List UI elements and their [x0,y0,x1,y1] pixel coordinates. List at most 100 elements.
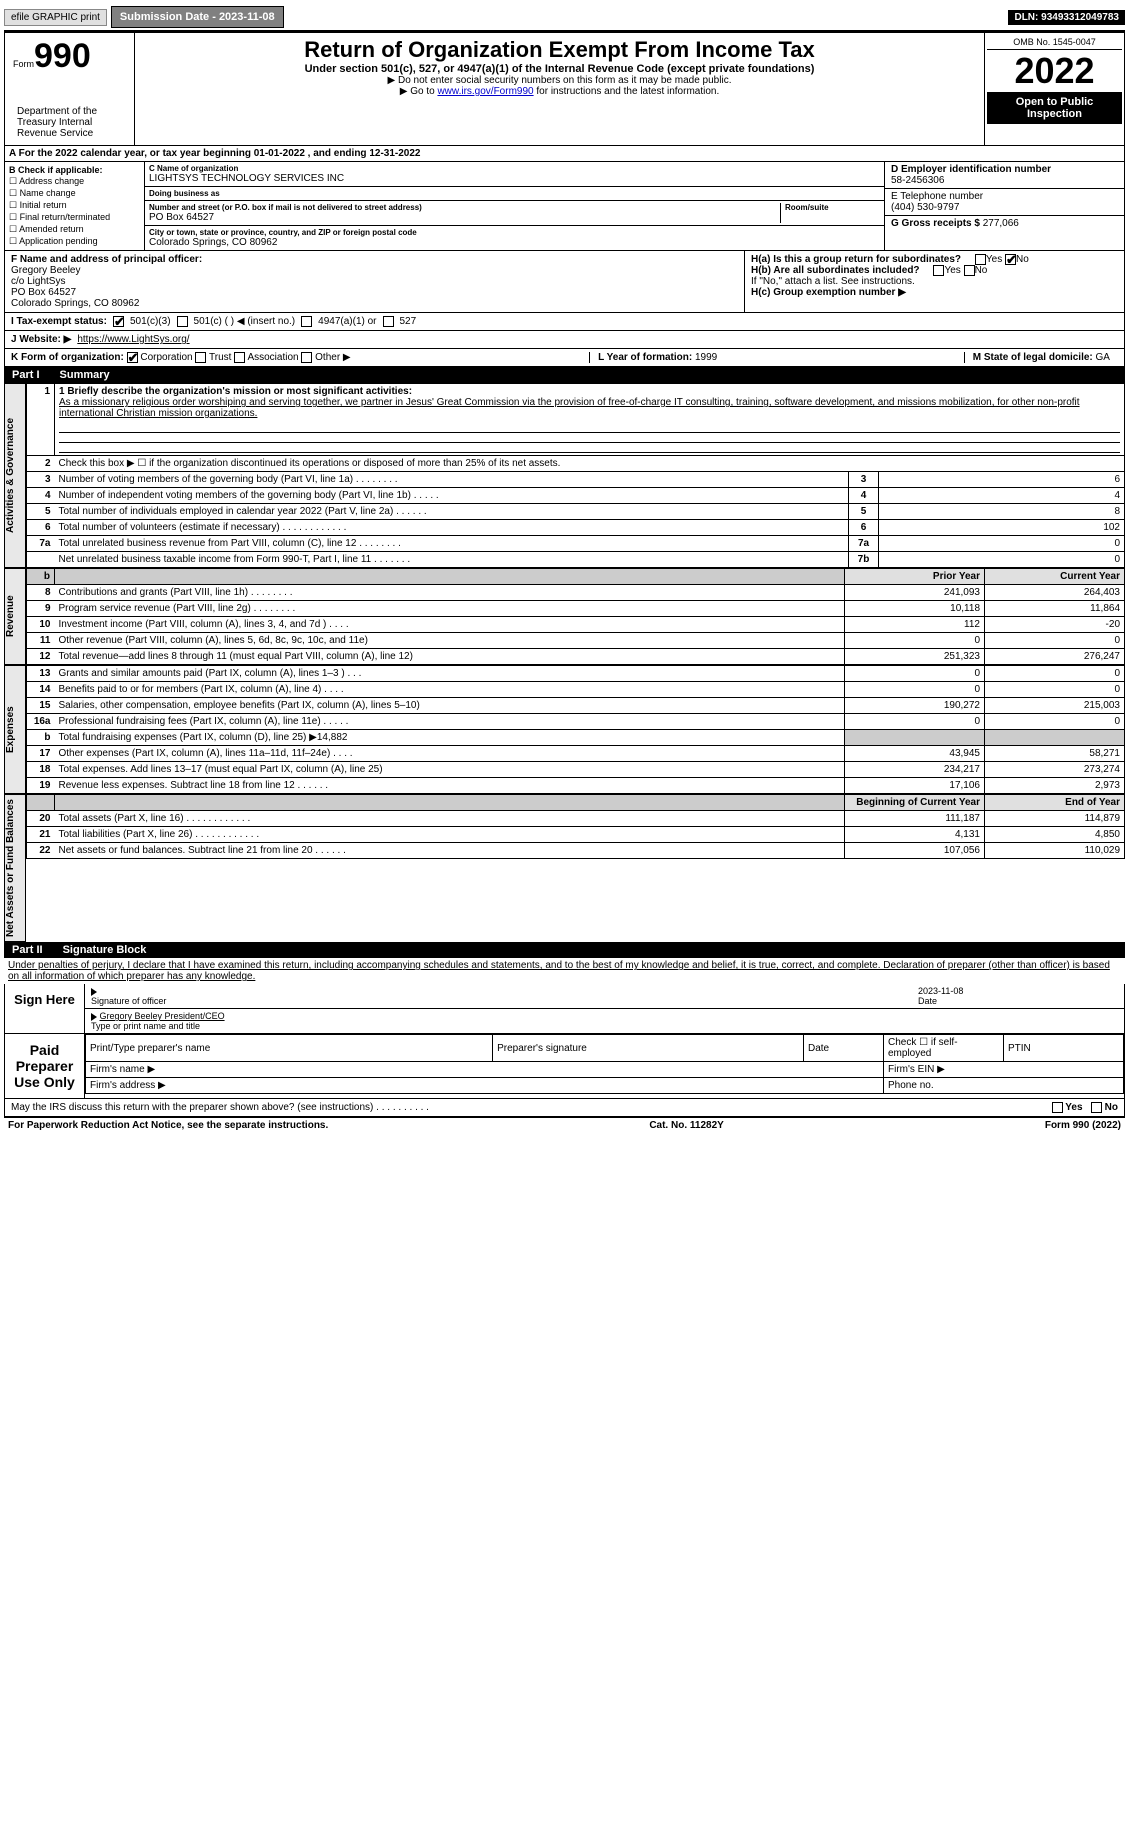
submission-date-button[interactable]: Submission Date - 2023-11-08 [111,6,284,28]
expenses-section: Expenses 13Grants and similar amounts pa… [4,665,1125,794]
main-info-block: B Check if applicable: ☐ Address change … [4,162,1125,251]
trust-checkbox[interactable] [195,352,206,363]
c-label: C Name of organization [149,164,880,173]
irs-link[interactable]: www.irs.gov/Form990 [437,86,533,97]
c12: 276,247 [985,649,1125,665]
dba-label: Doing business as [149,189,880,198]
section-deg: D Employer identification number 58-2456… [884,162,1124,250]
omb-number: OMB No. 1545-0047 [987,35,1122,50]
ha-yes-checkbox[interactable] [975,254,986,265]
p19: 17,106 [845,778,985,794]
c20: 114,879 [985,811,1125,827]
top-bar: efile GRAPHIC print Submission Date - 20… [4,4,1125,32]
line-6: Total number of volunteers (estimate if … [55,520,849,536]
corp-checkbox[interactable] [127,352,138,363]
c18: 273,274 [985,762,1125,778]
prep-sig-label: Preparer's signature [493,1035,804,1062]
governance-side-label: Activities & Governance [4,383,26,568]
net-assets-side-label: Net Assets or Fund Balances [4,794,26,942]
p22: 107,056 [845,843,985,859]
check-final[interactable]: ☐ Final return/terminated [9,212,140,223]
501c3-checkbox[interactable] [113,316,124,327]
footer-right: Form 990 (2022) [1045,1120,1121,1131]
line-12: Total revenue—add lines 8 through 11 (mu… [55,649,845,665]
type-name-label: Type or print name and title [91,1021,200,1031]
c9: 11,864 [985,601,1125,617]
c10: -20 [985,617,1125,633]
p11: 0 [845,633,985,649]
prep-name-label: Print/Type preparer's name [86,1035,493,1062]
website-link[interactable]: https://www.LightSys.org/ [77,334,189,345]
assoc-checkbox[interactable] [234,352,245,363]
check-amended[interactable]: ☐ Amended return [9,224,140,235]
line-10: Investment income (Part VIII, column (A)… [55,617,845,633]
line-22: Net assets or fund balances. Subtract li… [55,843,845,859]
check-address[interactable]: ☐ Address change [9,176,140,187]
ha-no-checkbox[interactable] [1005,254,1016,265]
city-label: City or town, state or province, country… [149,228,880,237]
part-2-title: Signature Block [63,944,147,956]
val-5: 8 [879,504,1125,520]
form-subtitle: Under section 501(c), 527, or 4947(a)(1)… [139,63,980,75]
p14: 0 [845,682,985,698]
boy-hdr: Beginning of Current Year [845,795,985,811]
hb-yes-checkbox[interactable] [933,265,944,276]
arrow-icon [91,1013,97,1021]
p20: 111,187 [845,811,985,827]
header-center: Return of Organization Exempt From Incom… [135,33,984,145]
row-a-period: A For the 2022 calendar year, or tax yea… [4,146,1125,162]
page-footer: For Paperwork Reduction Act Notice, see … [4,1117,1125,1133]
gross-value: 277,066 [983,218,1019,229]
line-2: Check this box ▶ ☐ if the organization d… [55,456,1125,472]
c14: 0 [985,682,1125,698]
c21: 4,850 [985,827,1125,843]
note-ssn: ▶ Do not enter social security numbers o… [139,75,980,86]
p13: 0 [845,666,985,682]
ein-value: 58-2456306 [891,175,944,186]
ha-label: H(a) Is this a group return for subordin… [751,254,961,265]
check-initial[interactable]: ☐ Initial return [9,200,140,211]
discuss-no-checkbox[interactable] [1091,1102,1102,1113]
arrow-icon [91,988,97,996]
hb-no-checkbox[interactable] [964,265,975,276]
hb-label: H(b) Are all subordinates included? [751,265,920,276]
other-checkbox[interactable] [301,352,312,363]
note-link: ▶ Go to www.irs.gov/Form990 for instruct… [139,86,980,97]
4947-checkbox[interactable] [301,316,312,327]
e-label: E Telephone number [891,191,983,202]
line-5: Total number of individuals employed in … [55,504,849,520]
open-public-badge: Open to Public Inspection [987,92,1122,124]
check-name[interactable]: ☐ Name change [9,188,140,199]
form-number-block: Form990 Department of the Treasury Inter… [5,33,135,145]
p8: 241,093 [845,585,985,601]
527-checkbox[interactable] [383,316,394,327]
501c-checkbox[interactable] [177,316,188,327]
net-assets-section: Net Assets or Fund Balances Beginning of… [4,794,1125,942]
check-pending[interactable]: ☐ Application pending [9,236,140,247]
hc-label: H(c) Group exemption number ▶ [751,287,906,298]
date-label: Date [918,996,937,1006]
efile-label: efile GRAPHIC print [4,9,107,26]
line-4: Number of independent voting members of … [55,488,849,504]
row-k-form-org: K Form of organization: Corporation Trus… [4,349,1125,367]
form-small: Form [13,59,34,69]
footer-left: For Paperwork Reduction Act Notice, see … [8,1120,328,1131]
form-big: 990 [34,37,91,75]
line-11: Other revenue (Part VIII, column (A), li… [55,633,845,649]
footer-mid: Cat. No. 11282Y [649,1120,723,1131]
val-6: 102 [879,520,1125,536]
row-j-website: J Website: ▶ https://www.LightSys.org/ [4,331,1125,349]
line-17: Other expenses (Part IX, column (A), lin… [55,746,845,762]
officer-city: Colorado Springs, CO 80962 [11,298,139,309]
discuss-yes-checkbox[interactable] [1052,1102,1063,1113]
p12: 251,323 [845,649,985,665]
p17: 43,945 [845,746,985,762]
line-3: Number of voting members of the governin… [55,472,849,488]
c17: 58,271 [985,746,1125,762]
signature-block: Sign Here Signature of officer 2023-11-0… [4,984,1125,1099]
eoy-hdr: End of Year [985,795,1125,811]
section-f: F Name and address of principal officer:… [5,251,744,312]
line-16b: Total fundraising expenses (Part IX, col… [55,730,845,746]
c13: 0 [985,666,1125,682]
line-1-label: 1 Briefly describe the organization's mi… [59,386,412,397]
